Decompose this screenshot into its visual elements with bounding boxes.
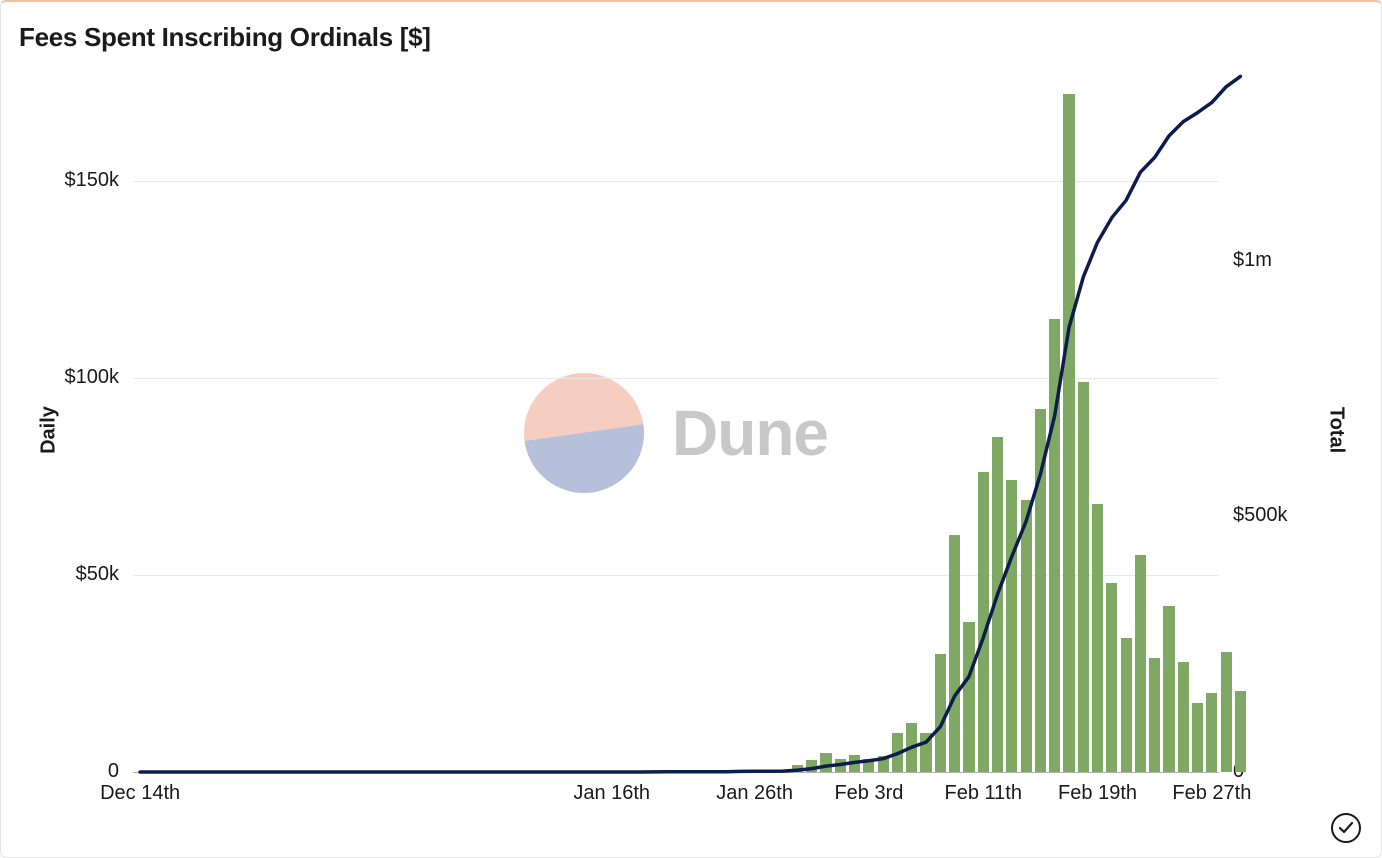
x-tick-label: Feb 19th (1058, 782, 1137, 805)
y-right-tick-label: $1m (1233, 249, 1272, 272)
verified-check-icon (1331, 813, 1361, 843)
y-left-tick-label: $100k (65, 366, 120, 389)
chart-card: Fees Spent Inscribing Ordinals [$] Daily… (0, 0, 1382, 858)
x-tick-label: Feb 11th (944, 782, 1021, 805)
y-left-tick-label: $50k (76, 563, 119, 586)
y-left-tick-label: 0 (108, 760, 119, 783)
chart-title: Fees Spent Inscribing Ordinals [$] (19, 22, 431, 53)
x-tick-label: Feb 27th (1172, 782, 1251, 805)
y-right-tick-label: $500k (1233, 504, 1288, 527)
x-tick-label: Feb 3rd (834, 782, 903, 805)
y-left-tick-label: $150k (65, 169, 120, 192)
cumulative-line (133, 82, 1219, 772)
bar (1221, 652, 1232, 772)
y-right-axis-label: Total (1324, 406, 1347, 452)
x-tick-label: Jan 26th (716, 782, 793, 805)
bar (1235, 691, 1246, 772)
x-tick-label: Jan 16th (573, 782, 650, 805)
x-tick-label: Dec 14th (100, 782, 180, 805)
plot-area: Dune 0$50k$100k$150k0$500k$1mDec 14thJan… (133, 82, 1219, 772)
y-left-axis-label: Daily (37, 406, 60, 454)
